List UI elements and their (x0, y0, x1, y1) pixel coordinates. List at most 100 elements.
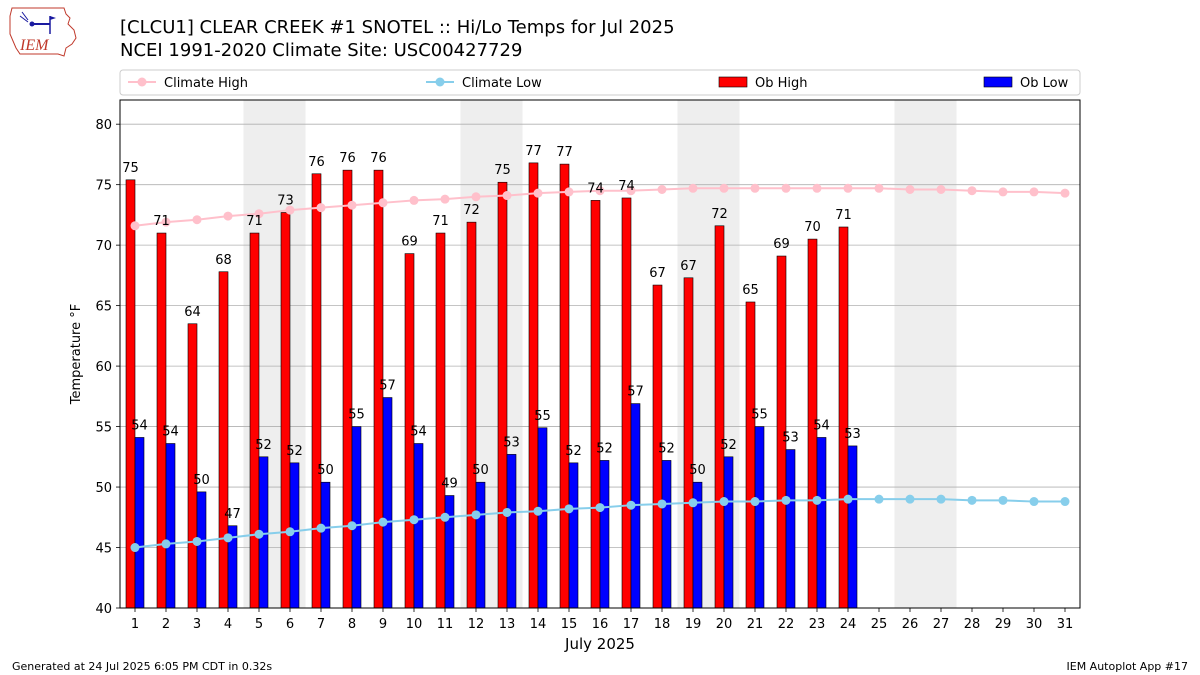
y-tick-label-45: 45 (95, 542, 112, 557)
ob-low-label-day-23: 54 (813, 418, 830, 433)
climate-low-point-day-27 (936, 494, 946, 504)
ob-low-label-day-11: 49 (441, 477, 458, 492)
ob-high-label-day-20: 72 (711, 207, 728, 222)
ob-high-label-day-7: 76 (308, 155, 325, 170)
ob-low-bar-day-21 (754, 426, 765, 609)
ob-low-label-day-24: 53 (844, 427, 861, 442)
ob-low-label-day-10: 54 (410, 425, 427, 440)
climate-low-point-day-6 (285, 527, 295, 537)
bar-labels: 75 71 64 68 71 73 76 76 76 69 71 72 75 77 77 74 74 67 67 72… (122, 144, 861, 522)
climate-high-point-day-16 (595, 186, 605, 196)
y-axis-label: Temperature °F (69, 304, 84, 405)
ob-high-bar-day-17 (621, 197, 632, 609)
climate-high-point-day-17 (626, 186, 636, 196)
climate-high-point-day-12 (471, 192, 481, 202)
ob-low-bar-day-8 (351, 426, 362, 609)
ob-high-label-day-14: 77 (525, 144, 542, 159)
footer-app: IEM Autoplot App #17 (1066, 660, 1189, 673)
weekend-shade-day-27 (925, 100, 957, 608)
ob-high-label-day-17: 74 (618, 179, 635, 194)
x-tick-label-7: 7 (317, 617, 325, 632)
climate-low-point-day-1 (130, 543, 140, 553)
ob-high-bar-day-8 (342, 169, 353, 609)
climate-high-point-day-20 (719, 183, 729, 193)
climate-low-point-day-5 (254, 529, 264, 539)
y-tick-label-60: 60 (95, 360, 112, 375)
climate-low-point-day-29 (998, 495, 1008, 505)
climate-high-point-day-27 (936, 185, 946, 195)
ob-high-label-day-10: 69 (401, 235, 418, 250)
ob-low-label-day-13: 53 (503, 435, 520, 450)
ob-high-label-day-9: 76 (370, 151, 387, 166)
ob-low-bar-day-11 (444, 495, 455, 609)
ob-high-label-day-24: 71 (835, 208, 852, 223)
ob-high-label-day-22: 69 (773, 237, 790, 252)
ob-high-label-day-13: 75 (494, 163, 511, 178)
legend-ob-high-label: Ob High (755, 76, 808, 91)
climate-high-point-day-23 (812, 183, 822, 193)
climate-high-point-day-25 (874, 183, 884, 193)
weekend-shade-day-26 (894, 100, 926, 608)
ob-low-bar-day-10 (413, 443, 424, 609)
climate-high-point-day-28 (967, 186, 977, 196)
x-tick-label-20: 20 (716, 617, 733, 632)
y-tick-label-50: 50 (95, 481, 112, 496)
climate-low-point-day-23 (812, 495, 822, 505)
climate-low-point-day-12 (471, 510, 481, 520)
climate-high-point-day-26 (905, 185, 915, 195)
x-tick-label-18: 18 (654, 617, 671, 632)
climate-low-point-day-7 (316, 523, 326, 533)
ob-low-label-day-18: 52 (658, 441, 675, 456)
climate-high-point-day-19 (688, 183, 698, 193)
ob-low-label-day-8: 55 (348, 408, 365, 423)
ob-high-label-day-4: 68 (215, 253, 232, 268)
climate-high-point-day-22 (781, 183, 791, 193)
x-tick-label-17: 17 (623, 617, 640, 632)
ob-high-bar-day-20 (714, 225, 725, 609)
climate-high-point-day-14 (533, 188, 543, 198)
iem-logo: IEM (9, 7, 77, 57)
x-tick-label-5: 5 (255, 617, 263, 632)
ob-high-label-day-18: 67 (649, 266, 666, 281)
y-tick-label-70: 70 (95, 239, 112, 254)
climate-low-point-day-4 (223, 533, 233, 543)
ob-high-label-day-2: 71 (153, 214, 170, 229)
ob-high-label-day-6: 73 (277, 193, 294, 208)
ob-low-bar-day-24 (847, 445, 858, 609)
ob-low-label-day-7: 50 (317, 463, 334, 478)
climate-low-point-day-15 (564, 504, 574, 514)
legend-ob-low-swatch (983, 76, 1013, 88)
ob-low-bar-day-15 (568, 462, 579, 609)
ob-high-bar-day-12 (466, 221, 477, 609)
ob-high-bar-day-7 (311, 173, 322, 609)
chart-subtitle: NCEI 1991-2020 Climate Site: USC00427729 (120, 40, 523, 61)
ob-low-label-day-19: 50 (689, 463, 706, 478)
climate-low-point-day-13 (502, 507, 512, 517)
ob-low-bar-day-7 (320, 481, 331, 609)
x-axis: 1 2 3 4 5 6 7 8 9 10 11 12 13 14 15 16 17 18 19 20 21 22 23 24 2… (131, 608, 1073, 632)
ob-high-bar-day-13 (497, 181, 508, 609)
x-tick-label-25: 25 (871, 617, 888, 632)
ob-high-label-day-11: 71 (432, 214, 449, 229)
climate-low-point-day-22 (781, 495, 791, 505)
y-tick-label-75: 75 (95, 179, 112, 194)
climate-high-point-day-3 (192, 215, 202, 225)
ob-low-bar-day-23 (816, 437, 827, 609)
climate-high-point-day-6 (285, 205, 295, 215)
climate-high-point-day-29 (998, 187, 1008, 197)
climate-high-point-day-13 (502, 191, 512, 201)
ob-high-label-day-15: 77 (556, 145, 573, 160)
ob-high-label-day-23: 70 (804, 220, 821, 235)
x-axis-label: July 2025 (564, 635, 635, 653)
x-tick-label-14: 14 (530, 617, 547, 632)
climate-high-point-day-21 (750, 183, 760, 193)
svg-text:IEM: IEM (19, 37, 50, 54)
ob-high-bar-day-5 (249, 232, 260, 609)
ob-high-label-day-5: 71 (246, 214, 263, 229)
climate-low-point-day-2 (161, 539, 171, 549)
x-tick-label-28: 28 (964, 617, 981, 632)
ob-high-bar-day-11 (435, 232, 446, 609)
climate-low-point-day-8 (347, 521, 357, 531)
ob-high-label-day-1: 75 (122, 161, 139, 176)
x-tick-label-19: 19 (685, 617, 702, 632)
